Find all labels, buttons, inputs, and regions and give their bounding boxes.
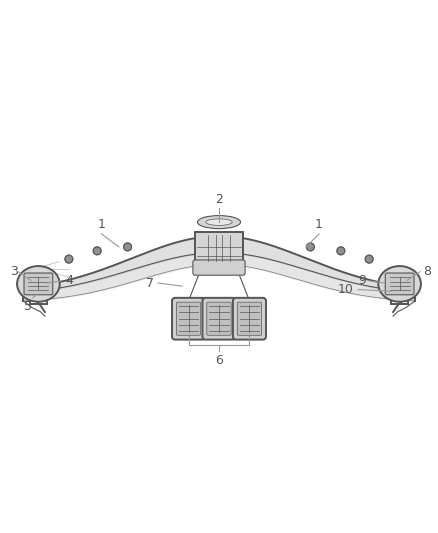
Text: 1: 1 bbox=[98, 218, 106, 231]
FancyBboxPatch shape bbox=[233, 298, 266, 340]
Text: 8: 8 bbox=[424, 265, 431, 278]
Ellipse shape bbox=[198, 215, 240, 229]
Text: 4: 4 bbox=[66, 274, 74, 287]
Text: 1: 1 bbox=[315, 218, 323, 231]
Text: 9: 9 bbox=[358, 274, 366, 287]
FancyBboxPatch shape bbox=[207, 302, 231, 335]
Text: 6: 6 bbox=[215, 353, 223, 367]
Circle shape bbox=[65, 255, 73, 263]
Ellipse shape bbox=[17, 266, 60, 302]
Bar bbox=[195, 232, 243, 264]
FancyBboxPatch shape bbox=[385, 273, 414, 295]
Circle shape bbox=[307, 243, 314, 251]
FancyBboxPatch shape bbox=[24, 273, 53, 295]
FancyBboxPatch shape bbox=[193, 260, 245, 275]
Text: 2: 2 bbox=[215, 192, 223, 206]
Text: 7: 7 bbox=[146, 277, 154, 289]
Circle shape bbox=[337, 247, 345, 255]
FancyBboxPatch shape bbox=[172, 298, 205, 340]
Circle shape bbox=[124, 243, 131, 251]
Circle shape bbox=[93, 247, 101, 255]
Text: 3: 3 bbox=[10, 265, 18, 278]
FancyBboxPatch shape bbox=[202, 298, 236, 340]
FancyBboxPatch shape bbox=[237, 302, 261, 335]
FancyBboxPatch shape bbox=[177, 302, 201, 335]
Text: 10: 10 bbox=[338, 283, 354, 296]
Ellipse shape bbox=[378, 266, 421, 302]
Text: 5: 5 bbox=[25, 300, 32, 313]
Circle shape bbox=[365, 255, 373, 263]
Ellipse shape bbox=[206, 219, 232, 225]
